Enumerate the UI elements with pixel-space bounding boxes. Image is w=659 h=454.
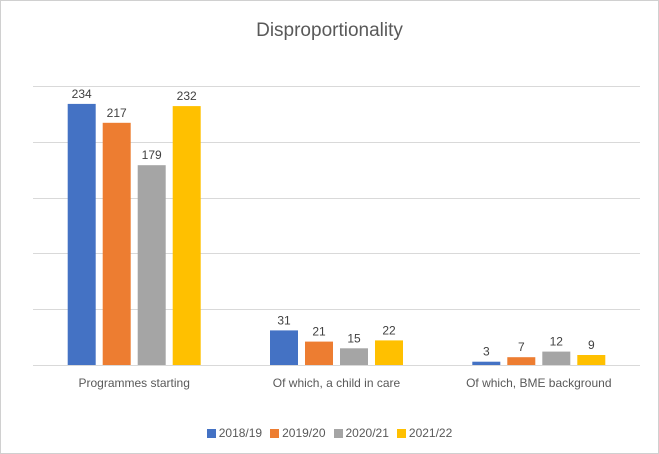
legend-swatch <box>333 429 343 438</box>
legend-label: 2020/21 <box>345 426 389 440</box>
category-label: Of which, BME background <box>466 376 611 390</box>
data-label: 22 <box>382 323 396 337</box>
bar-2018-19-0 <box>67 103 96 366</box>
legend-label: 2019/20 <box>282 426 326 440</box>
bar-2020-21-0 <box>137 165 166 365</box>
bar-2019-20-0 <box>102 122 131 365</box>
bar-2019-20-1 <box>305 341 333 365</box>
data-label: 3 <box>483 345 490 359</box>
data-label: 179 <box>142 148 162 162</box>
data-label: 9 <box>588 338 595 352</box>
data-label: 31 <box>277 313 291 327</box>
data-label: 234 <box>72 87 92 101</box>
bar-2018-19-2 <box>472 361 501 365</box>
bar-2018-19-1 <box>270 330 298 365</box>
bar-2020-21-1 <box>340 348 368 365</box>
legend-label: 2018/19 <box>218 426 263 440</box>
bar-2021-22-0 <box>172 106 201 365</box>
data-label: 7 <box>518 340 525 354</box>
bar-2019-20-2 <box>507 357 536 365</box>
chart-title: Disproportionality <box>256 20 403 41</box>
category-label: Of which, a child in care <box>273 376 401 390</box>
bar-2021-22-2 <box>577 355 606 365</box>
data-label: 21 <box>312 325 326 339</box>
legend-swatch <box>206 429 216 438</box>
bar-2020-21-2 <box>542 351 571 365</box>
data-label: 12 <box>550 335 564 349</box>
legend-swatch <box>270 429 280 438</box>
data-label: 217 <box>107 106 127 120</box>
legend: 2018/19 2019/20 2020/21 2021/22 <box>0 426 659 440</box>
legend-item: 2018/19 <box>206 426 263 440</box>
category-label: Programmes starting <box>79 376 190 390</box>
data-label: 232 <box>177 89 197 103</box>
bar-2021-22-1 <box>375 340 403 365</box>
legend-swatch <box>396 429 406 438</box>
legend-item: 2020/21 <box>333 426 389 440</box>
legend-item: 2019/20 <box>270 426 326 440</box>
data-label: 15 <box>347 331 361 345</box>
legend-label: 2021/22 <box>408 426 453 440</box>
legend-item: 2021/22 <box>396 426 453 440</box>
